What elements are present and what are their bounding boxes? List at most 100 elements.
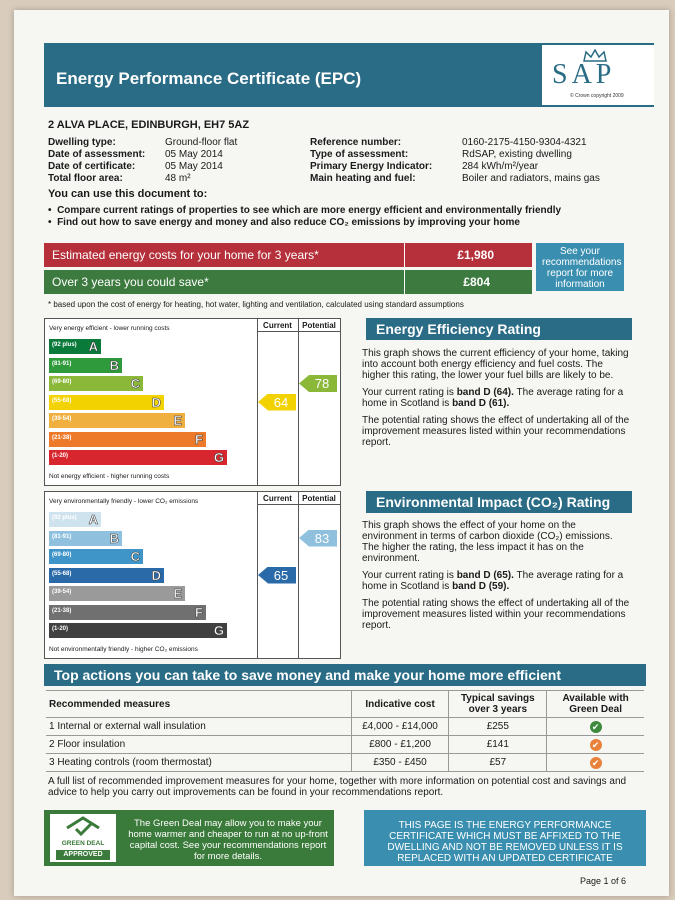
header-divider: [257, 504, 340, 505]
band-letter: E: [173, 586, 182, 602]
check-icon: ✔: [589, 720, 602, 733]
band-letter: B: [109, 530, 119, 546]
affix-notice-text: THIS PAGE IS THE ENERGY PERFORMANCE CERT…: [387, 820, 623, 864]
bullet-item: • Find out how to save energy and money …: [48, 217, 520, 228]
band-letter: B: [109, 357, 119, 373]
sap-copyright: © Crown copyright 2009: [570, 93, 624, 99]
check-icon: ✔: [589, 738, 602, 751]
environmental-impact-chart: Current Potential Very environmentally f…: [44, 491, 341, 659]
band-range: (1-20): [52, 453, 69, 459]
see-recommendations-box: See your recommendations report for more…: [536, 243, 624, 291]
current-rating-arrow: 64: [258, 393, 296, 411]
use-bullets: • Compare current ratings of properties …: [48, 205, 648, 229]
details-right: Reference number: 0160-2175-4150-9304-432…: [310, 137, 640, 185]
detail-row: Date of assessment: 05 May 2014: [48, 149, 223, 160]
savings-cell: £57: [448, 753, 548, 772]
rating-band-a: (92 plus) A: [49, 339, 101, 354]
paragraph: The potential rating shows the effect of…: [362, 598, 630, 631]
detail-row: Primary Energy Indicator: 284 kWh/m²/year: [310, 161, 539, 172]
potential-saving-label: Over 3 years you could save*: [52, 275, 209, 289]
rating-band-a: (92 plus) A: [49, 512, 101, 527]
rating-band-e: (39-54) E: [49, 413, 185, 428]
rating-band-e: (39-54) E: [49, 586, 185, 601]
rating-band-d: (55-68) D: [49, 567, 164, 583]
band-letter: C: [130, 549, 140, 565]
rating-band-g: (1-20) G: [49, 623, 227, 638]
measure-cell: 3 Heating controls (room thermostat): [46, 753, 352, 772]
detail-row: Date of certificate: 05 May 2014: [48, 161, 223, 172]
column-header: Available with Green Deal: [546, 690, 644, 718]
green-deal-logo-line1: GREEN DEAL: [61, 840, 105, 847]
savings-cell: £255: [448, 717, 548, 736]
sap-logo: SAP © Crown copyright 2009: [542, 45, 654, 105]
energy-efficiency-text: This graph shows the current efficiency …: [362, 348, 630, 448]
paragraph: This graph shows the effect of your home…: [362, 520, 613, 564]
estimated-cost-value: £1,980: [457, 248, 494, 262]
band-range: (69-80): [52, 552, 72, 558]
green-deal-logo: GREEN DEAL APPROVED: [50, 814, 116, 862]
band-range: (55-68): [52, 397, 72, 404]
check-icon: ✔: [589, 756, 602, 769]
column-divider: [298, 492, 299, 658]
current-column-header: Current: [263, 494, 292, 503]
table-header-row: Recommended measures Indicative cost Typ…: [46, 690, 644, 718]
environmental-impact-text: This graph shows the effect of your home…: [362, 520, 630, 631]
potential-rating-arrow: 83: [299, 529, 337, 547]
band-range: (69-80): [52, 379, 72, 385]
detail-row: Dwelling type: Ground-floor flat: [48, 137, 238, 148]
band-range: (39-54): [52, 589, 72, 595]
environmental-impact-title: Environmental Impact (CO₂) Rating: [366, 491, 632, 513]
current-rating-arrow: 65: [258, 566, 296, 584]
rating-band-c: (69-80) C: [49, 376, 143, 391]
table-row: 3 Heating controls (room thermostat) £35…: [46, 753, 644, 772]
table-row: 1 Internal or external wall insulation £…: [46, 717, 644, 736]
paragraph: This graph shows the current efficiency …: [362, 348, 629, 381]
estimated-cost-label: Estimated energy costs for your home for…: [52, 248, 319, 262]
band-letter: D: [151, 567, 161, 583]
affix-notice-box: THIS PAGE IS THE ENERGY PERFORMANCE CERT…: [364, 810, 646, 866]
rating-band-f: (21-38) F: [49, 431, 206, 447]
detail-row: Total floor area: 48 m²: [48, 173, 191, 184]
green-deal-cell: ✔: [546, 753, 644, 772]
chart-top-label: Very energy efficient - lower running co…: [49, 325, 170, 332]
page-title: Energy Performance Certificate (EPC): [56, 69, 362, 88]
band-range: (92 plus): [52, 342, 77, 348]
detail-row: Main heating and fuel: Boiler and radiato…: [310, 173, 600, 184]
column-divider: [257, 319, 258, 485]
sap-logo-text: SAP: [552, 59, 616, 90]
crown-icon: [583, 49, 607, 62]
column-divider: [298, 319, 299, 485]
current-column-header: Current: [263, 321, 292, 330]
rating-band-d: (55-68) D: [49, 394, 164, 410]
band-range: (55-68): [52, 570, 72, 577]
green-deal-cell: ✔: [546, 735, 644, 754]
rating-band-g: (1-20) G: [49, 450, 227, 465]
header-banner: Energy Performance Certificate (EPC) SAP…: [44, 43, 654, 107]
band-range: (1-20): [52, 626, 69, 632]
estimated-cost-bar: Estimated energy costs for your home for…: [44, 243, 532, 267]
potential-saving-bar: Over 3 years you could save* £804: [44, 270, 532, 294]
rating-band-b: (81-91) B: [49, 357, 122, 373]
green-deal-logo-line2: APPROVED: [56, 850, 110, 860]
band-range: (81-91): [52, 360, 72, 367]
actions-footer: A full list of recommended improvement m…: [48, 776, 627, 798]
property-address: 2 ALVA PLACE, EDINBURGH, EH7 5AZ: [48, 119, 250, 131]
savings-cell: £141: [448, 735, 548, 754]
rating-band-f: (21-38) F: [49, 604, 206, 620]
rating-band-b: (81-91) B: [49, 530, 122, 546]
detail-row: Reference number: 0160-2175-4150-9304-432…: [310, 137, 587, 148]
paragraph: The potential rating shows the effect of…: [362, 415, 630, 448]
detail-row: Type of assessment: RdSAP, existing dwell…: [310, 149, 572, 160]
column-divider: [257, 492, 258, 658]
divider: [404, 243, 405, 267]
potential-rating-arrow: 78: [299, 375, 337, 392]
chart-top-label: Very environmentally friendly - lower CO…: [49, 498, 199, 505]
paragraph: Your current rating is band D (64). The …: [362, 387, 624, 409]
band-letter: A: [88, 339, 98, 355]
potential-column-header: Potential: [302, 494, 336, 503]
page-number: Page 1 of 6: [580, 876, 627, 886]
band-range: (21-38): [52, 434, 72, 441]
table-row: 2 Floor insulation £800 - £1,200 £141 ✔: [46, 735, 644, 754]
column-header: Indicative cost: [350, 690, 450, 718]
potential-column-header: Potential: [302, 321, 336, 330]
